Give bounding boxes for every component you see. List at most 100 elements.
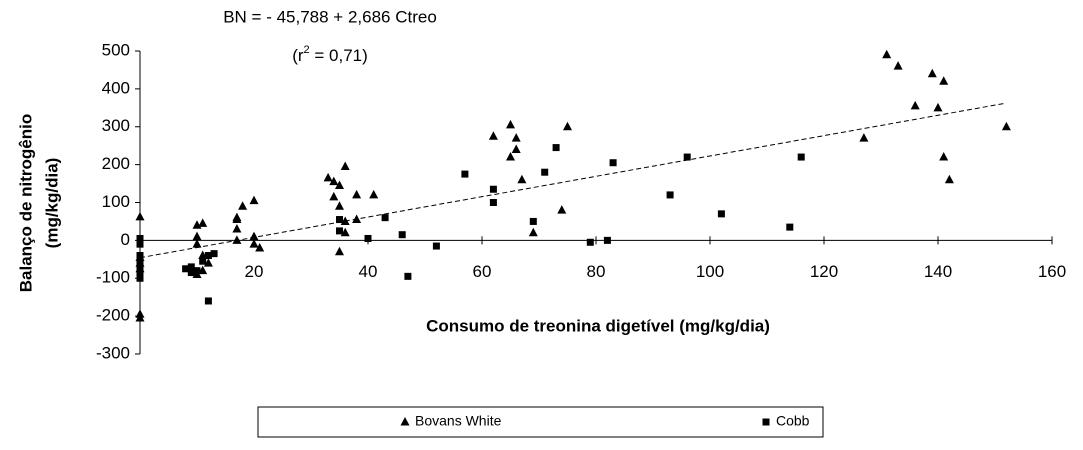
triangle-point — [557, 205, 567, 214]
square-point — [204, 297, 212, 305]
triangle-point — [517, 174, 527, 184]
square-point — [603, 236, 611, 244]
triangle-point — [506, 152, 515, 161]
square-point — [398, 231, 406, 239]
square-point — [432, 242, 440, 250]
triangle-point — [488, 131, 498, 140]
triangle-point — [192, 239, 202, 248]
square-point — [136, 259, 144, 267]
triangle-point — [910, 100, 920, 110]
y-tick-label: -200 — [96, 306, 130, 325]
x-tick-label: 80 — [587, 262, 606, 281]
triangle-point — [939, 76, 949, 85]
legend-marker — [762, 418, 770, 426]
legend-label: Bovans White — [415, 413, 502, 429]
square-point — [136, 274, 144, 282]
square-point — [136, 240, 144, 248]
square-point — [199, 257, 207, 265]
triangle-point — [192, 231, 202, 241]
square-point — [136, 267, 144, 275]
square-point — [210, 250, 218, 258]
triangle-point — [232, 224, 242, 233]
x-tick-label: 40 — [359, 262, 378, 281]
square-point — [187, 263, 195, 271]
triangle-point — [352, 214, 362, 224]
legend-box — [257, 406, 824, 438]
x-tick-label: 120 — [810, 262, 838, 281]
triangle-point — [335, 201, 344, 210]
legend-label: Cobb — [776, 413, 810, 429]
triangle-point — [939, 152, 949, 161]
triangle-point — [882, 49, 892, 59]
triangle-point — [893, 61, 903, 70]
triangle-point — [238, 201, 248, 210]
square-point — [683, 153, 691, 161]
triangle-point — [232, 235, 242, 244]
square-point — [552, 144, 560, 152]
triangle-point — [249, 195, 259, 205]
triangle-point — [352, 189, 362, 199]
triangle-point — [1001, 121, 1011, 131]
triangle-point — [323, 172, 333, 182]
y-tick-label: 100 — [102, 192, 130, 211]
legend-marker — [400, 417, 410, 426]
square-point — [797, 153, 805, 161]
square-point — [336, 227, 343, 235]
r2-part: = 0,71) — [310, 46, 368, 65]
square-point — [586, 238, 594, 246]
triangle-point — [563, 121, 572, 131]
triangle-point — [369, 189, 379, 199]
square-point — [136, 252, 144, 260]
y-tick-label: 0 — [121, 230, 130, 249]
triangle-point — [249, 239, 259, 248]
y-axis-title: Balanço de nitrogênio (mg/kg/dia) — [16, 114, 61, 293]
triangle-point — [944, 174, 954, 184]
square-point — [404, 272, 412, 280]
triangle-point — [511, 144, 521, 153]
triangle-point — [135, 313, 145, 322]
y-axis-title-line: (mg/kg/dia) — [42, 158, 61, 249]
r2-part: (r — [292, 46, 304, 65]
square-point — [136, 263, 144, 271]
square-point — [786, 223, 794, 231]
triangle-point — [511, 133, 521, 142]
triangle-point — [249, 231, 259, 241]
triangle-point — [335, 180, 344, 189]
triangle-point — [329, 176, 339, 186]
triangle-point — [255, 242, 265, 252]
y-tick-label: -300 — [96, 343, 130, 362]
square-point — [609, 159, 617, 167]
square-point — [336, 216, 343, 224]
square-point — [666, 191, 674, 199]
square-point — [187, 269, 195, 277]
x-tick-label: 140 — [924, 262, 952, 281]
x-tick-label: 60 — [473, 262, 492, 281]
y-tick-label: 400 — [102, 78, 130, 97]
r2-label: (r2 = 0,71) — [292, 44, 368, 66]
y-tick-label: 500 — [102, 40, 130, 59]
square-point — [717, 210, 725, 218]
triangle-point — [329, 191, 339, 201]
equation: BN = - 45,788 + 2,686 Ctreo — [223, 7, 437, 26]
square-point — [193, 267, 201, 275]
x-tick-label: 20 — [245, 262, 264, 281]
triangle-point — [506, 119, 515, 129]
triangle-point — [528, 227, 538, 237]
square-point — [381, 214, 389, 222]
square-point — [489, 199, 497, 206]
triangle-point — [859, 133, 869, 142]
triangle-point — [232, 212, 242, 222]
y-tick-label: 200 — [102, 154, 130, 173]
triangle-point — [198, 218, 208, 227]
y-tick-label: 300 — [102, 116, 130, 135]
square-point — [489, 185, 497, 193]
trendline — [139, 102, 1007, 259]
triangle-point — [340, 161, 350, 171]
triangle-point — [927, 68, 937, 78]
square-point — [136, 234, 144, 242]
square-point — [541, 168, 549, 176]
square-point — [204, 252, 212, 260]
square-point — [364, 234, 372, 242]
y-tick-label: -100 — [96, 268, 130, 287]
